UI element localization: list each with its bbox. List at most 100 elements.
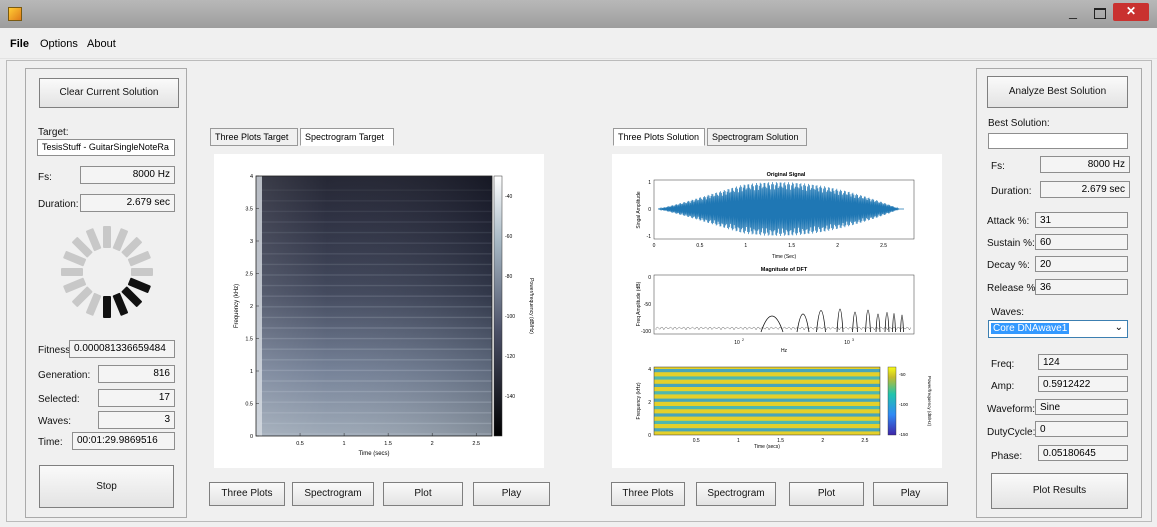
tab-three-plots-solution[interactable]: Three Plots Solution <box>613 128 705 146</box>
play-solution-button[interactable]: Play <box>873 482 948 506</box>
menu-bar: File Options About <box>0 28 1157 59</box>
phase-field: 0.05180645 <box>1038 445 1128 461</box>
decay-field: 20 <box>1035 256 1128 272</box>
signal-xtick-label: 0 <box>653 243 656 249</box>
signal-xtick-label: 0.5 <box>696 243 703 249</box>
signal-plot-title: Original Signal <box>767 172 806 178</box>
sustain-label: Sustain %: <box>987 238 1035 249</box>
fitness-label: Fitness: <box>38 345 74 356</box>
solution-colorbar-tick-label: -150 <box>899 432 909 437</box>
maximize-icon <box>1094 8 1106 19</box>
target-label: Target: <box>38 127 69 138</box>
signal-plot-ylabel: Singal Amplitude <box>636 191 642 228</box>
maximize-button[interactable] <box>1089 4 1111 22</box>
colorbar-tick-label: -80 <box>505 274 512 280</box>
target-ytick-label: 2 <box>250 304 253 310</box>
signal-ytick-label: 0 <box>648 207 651 213</box>
best-duration-label: Duration: <box>991 186 1032 197</box>
waves-label: Waves: <box>38 416 71 427</box>
title-bar: _ ✕ <box>0 0 1157 28</box>
fs-field: 8000 Hz <box>80 166 175 184</box>
target-xtick-label: 2 <box>431 441 434 447</box>
target-xtick-label: 0.5 <box>296 441 304 447</box>
solution-spec-xtick-label: 1.5 <box>777 438 784 444</box>
attack-field: 31 <box>1035 212 1128 228</box>
release-label: Release %: <box>987 283 1039 294</box>
dft-xtick-exponent: 2 <box>742 338 744 342</box>
dft-xtick-label: 10 <box>734 340 740 346</box>
solution-spec-ytick-label: 2 <box>648 400 651 406</box>
minimize-button[interactable]: _ <box>1069 3 1077 19</box>
signal-ytick-label: -1 <box>647 234 652 240</box>
attack-label: Attack %: <box>987 216 1030 227</box>
signal-xtick-label: 1.5 <box>788 243 795 249</box>
menu-about[interactable]: About <box>87 38 116 50</box>
dft-xtick-label: 10 <box>844 340 850 346</box>
decay-label: Decay %: <box>987 260 1030 271</box>
chevron-down-icon: ⌄ <box>1114 322 1123 333</box>
target-spectrogram-plot: 0 0.5 1 1.5 2 2.5 3 3.5 4 0.5 1 1.5 2 2.5 Frequency … <box>214 154 544 468</box>
spectrogram-solution-button[interactable]: Spectrogram <box>696 482 776 506</box>
fitness-field: 0.000081336659484 <box>69 340 175 358</box>
dft-plot-xlabel: Hz <box>781 348 788 354</box>
dutycycle-label: DutyCycle: <box>987 427 1036 438</box>
freq-label: Freq: <box>991 359 1015 370</box>
target-ytick-label: 4 <box>250 174 253 180</box>
dft-ytick-label: -50 <box>644 302 651 308</box>
target-ytick-label: 1 <box>250 369 253 375</box>
release-field: 36 <box>1035 279 1128 295</box>
target-xtick-label: 1 <box>343 441 346 447</box>
amp-field: 0.5912422 <box>1038 376 1128 392</box>
spectrogram-target-button[interactable]: Spectrogram <box>292 482 374 506</box>
waves-dropdown[interactable]: Core DNAwave1 ⌄ <box>988 320 1128 338</box>
fs-label: Fs: <box>38 172 52 183</box>
analyze-best-button[interactable]: Analyze Best Solution <box>987 76 1128 108</box>
tab-spectrogram-solution[interactable]: Spectrogram Solution <box>707 128 807 146</box>
stop-button[interactable]: Stop <box>39 465 174 508</box>
target-ytick-label: 0 <box>250 434 253 440</box>
waves-dropdown-value: Core DNAwave1 <box>991 323 1070 334</box>
target-xtick-label: 1.5 <box>384 441 392 447</box>
close-button[interactable]: ✕ <box>1113 3 1149 21</box>
three-plots-target-button[interactable]: Three Plots <box>209 482 285 506</box>
play-target-button[interactable]: Play <box>473 482 550 506</box>
three-plots-solution-button[interactable]: Three Plots <box>611 482 685 506</box>
menu-options[interactable]: Options <box>40 38 78 50</box>
dft-plot-ylabel: Freq Amplitude (dB) <box>636 281 642 326</box>
plot-solution-button[interactable]: Plot <box>789 482 864 506</box>
solution-spec-xtick-label: 0.5 <box>693 438 700 444</box>
target-field[interactable]: TesisStuff - GuitarSingleNoteRa <box>37 139 175 156</box>
signal-xtick-label: 2 <box>836 243 839 249</box>
solution-spec-ytick-label: 4 <box>648 367 651 373</box>
tab-spectrogram-target[interactable]: Spectrogram Target <box>300 128 394 146</box>
phase-label: Phase: <box>991 451 1023 462</box>
colorbar-tick-label: -140 <box>505 394 515 400</box>
duration-field: 2.679 sec <box>80 194 175 212</box>
waves-select-label: Waves: <box>991 307 1024 318</box>
colorbar-tick-label: -100 <box>505 314 515 320</box>
solution-colorbar-tick-label: -100 <box>899 402 909 407</box>
solution-spec-xtick-label: 2 <box>821 438 824 444</box>
signal-plot-xlabel: Time (Sec) <box>772 254 797 260</box>
solution-spec-ylabel: Frequency (kHz) <box>636 382 642 419</box>
target-colorbar-label: Power/frequency (dB/Hz) <box>528 278 534 334</box>
target-ytick-label: 1.5 <box>245 337 253 343</box>
plot-target-button[interactable]: Plot <box>383 482 463 506</box>
solution-spec-ytick-label: 0 <box>648 433 651 439</box>
amp-label: Amp: <box>991 381 1015 392</box>
menu-file[interactable]: File <box>10 38 29 50</box>
waves-field: 3 <box>98 411 175 429</box>
solution-colorbar-tick-label: -50 <box>899 372 906 377</box>
colorbar-tick-label: -40 <box>505 194 512 200</box>
solution-spec-xtick-label: 1 <box>737 438 740 444</box>
target-ytick-label: 3.5 <box>245 207 253 213</box>
best-fs-field: 8000 Hz <box>1040 156 1130 173</box>
plot-results-button[interactable]: Plot Results <box>991 473 1128 509</box>
generation-label: Generation: <box>38 370 91 381</box>
tab-three-plots-target[interactable]: Three Plots Target <box>210 128 298 146</box>
colorbar-tick-label: -120 <box>505 354 515 360</box>
clear-solution-button[interactable]: Clear Current Solution <box>39 78 179 108</box>
signal-xtick-label: 1 <box>744 243 747 249</box>
dft-spectrum <box>655 308 911 333</box>
time-field: 00:01:29.9869516 <box>72 432 175 450</box>
